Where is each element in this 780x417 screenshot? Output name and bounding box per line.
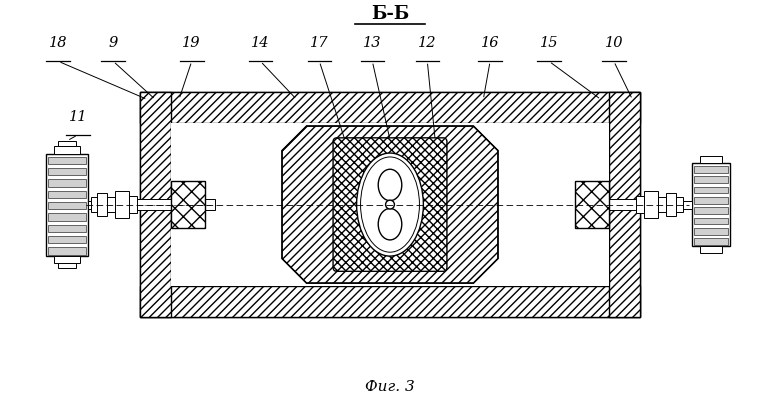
Bar: [140, 92, 171, 317]
Bar: [90, 197, 98, 212]
Bar: [48, 236, 86, 243]
Bar: [694, 186, 728, 193]
Text: 19: 19: [183, 36, 201, 50]
Bar: [693, 163, 729, 246]
Bar: [171, 123, 609, 286]
Bar: [140, 92, 640, 123]
Bar: [140, 92, 640, 317]
FancyBboxPatch shape: [333, 138, 447, 271]
Bar: [48, 202, 86, 209]
Text: 10: 10: [604, 36, 623, 50]
Bar: [48, 213, 86, 221]
Ellipse shape: [378, 169, 402, 201]
Bar: [636, 196, 644, 214]
Text: Фиг. 3: Фиг. 3: [365, 380, 415, 394]
Bar: [115, 191, 129, 219]
Bar: [700, 246, 722, 253]
Bar: [666, 193, 675, 216]
Text: 17: 17: [310, 36, 328, 50]
Bar: [55, 146, 80, 153]
Text: 13: 13: [363, 36, 381, 50]
Text: 16: 16: [480, 36, 499, 50]
Bar: [171, 181, 205, 228]
Bar: [98, 193, 108, 216]
Bar: [694, 166, 728, 173]
Bar: [48, 179, 86, 186]
Bar: [609, 92, 640, 317]
Text: 18: 18: [49, 36, 68, 50]
Bar: [55, 256, 80, 264]
Text: 11: 11: [69, 110, 87, 124]
Text: 15: 15: [540, 36, 558, 50]
Text: 9: 9: [108, 36, 118, 50]
Text: 12: 12: [418, 36, 437, 50]
Bar: [48, 156, 86, 164]
Bar: [694, 218, 728, 224]
Bar: [48, 168, 86, 175]
Bar: [700, 156, 722, 163]
Ellipse shape: [385, 200, 395, 209]
Bar: [694, 197, 728, 203]
Polygon shape: [282, 126, 498, 283]
Bar: [48, 225, 86, 232]
Bar: [575, 199, 682, 210]
Ellipse shape: [378, 208, 402, 240]
Bar: [682, 201, 693, 208]
Ellipse shape: [360, 157, 420, 252]
Bar: [694, 176, 728, 183]
Bar: [140, 286, 640, 317]
Bar: [90, 199, 215, 210]
Bar: [694, 238, 728, 245]
Bar: [58, 264, 76, 269]
Bar: [108, 197, 115, 212]
Text: 14: 14: [251, 36, 270, 50]
Bar: [694, 207, 728, 214]
Bar: [575, 181, 609, 228]
Bar: [48, 191, 86, 198]
Bar: [694, 228, 728, 234]
Bar: [129, 196, 136, 214]
Bar: [58, 141, 76, 146]
Bar: [47, 153, 87, 256]
Text: Б-Б: Б-Б: [370, 5, 410, 23]
Bar: [87, 201, 90, 208]
Bar: [644, 191, 658, 219]
Bar: [658, 197, 666, 212]
Ellipse shape: [356, 153, 424, 256]
Bar: [675, 197, 682, 212]
Bar: [48, 247, 86, 255]
